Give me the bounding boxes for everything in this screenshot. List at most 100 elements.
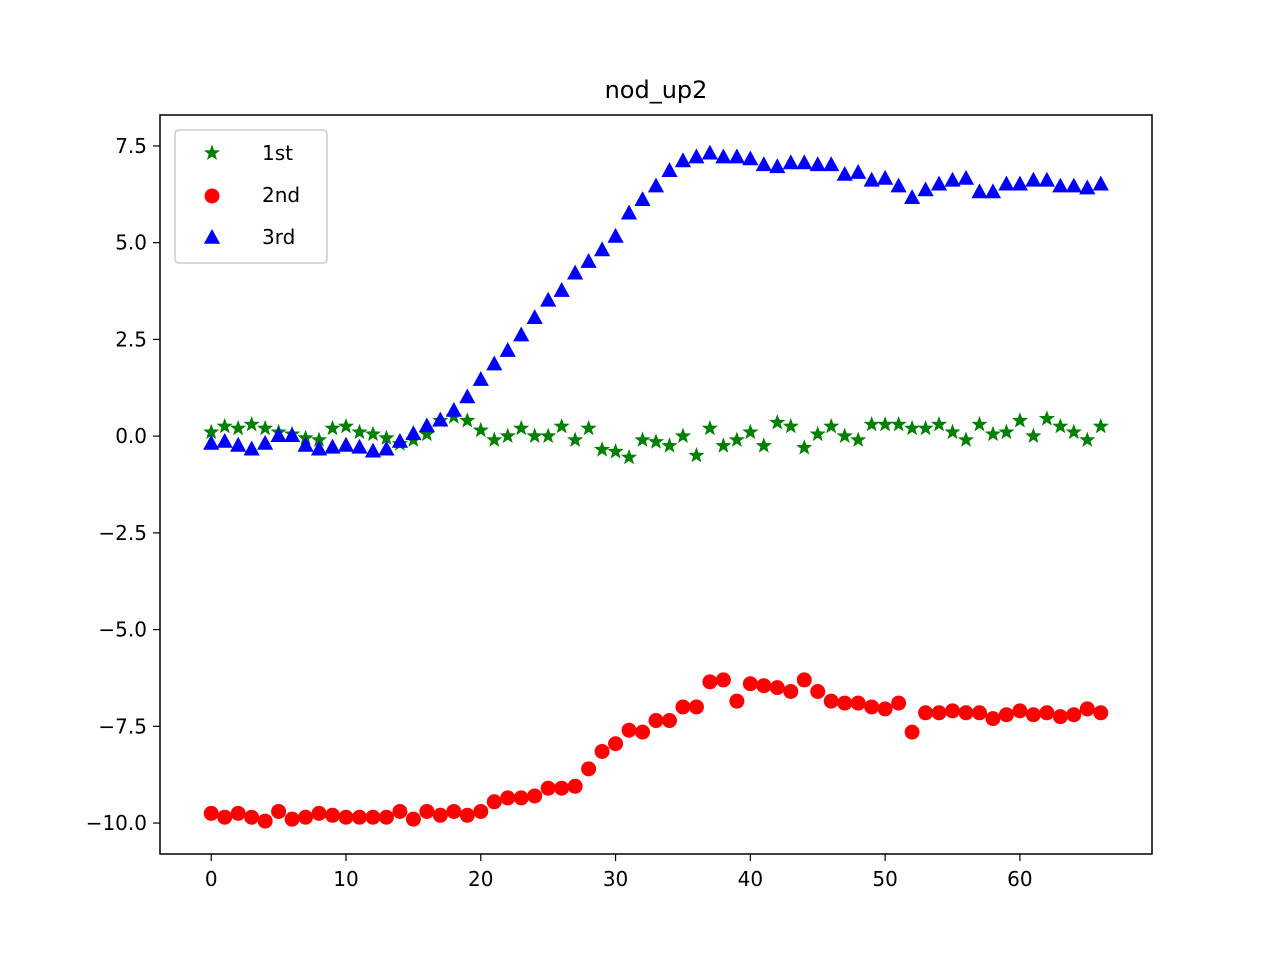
data-point-2nd	[702, 674, 718, 690]
data-point-2nd	[1066, 707, 1082, 723]
data-point-1st	[553, 418, 570, 434]
data-point-1st	[984, 425, 1001, 442]
x-tick-label: 60	[1007, 867, 1032, 891]
data-point-1st	[647, 433, 665, 449]
data-point-1st	[742, 423, 759, 440]
data-point-3rd	[647, 177, 665, 193]
data-point-2nd	[338, 809, 354, 825]
data-point-3rd	[809, 156, 826, 172]
data-point-2nd	[581, 761, 597, 777]
data-point-3rd	[513, 326, 530, 342]
data-point-1st	[809, 425, 826, 442]
data-point-1st	[796, 439, 813, 455]
data-point-1st	[567, 431, 584, 447]
data-point-3rd	[364, 442, 382, 458]
data-point-1st	[728, 431, 745, 447]
data-point-1st	[688, 447, 705, 463]
data-point-1st	[378, 429, 395, 445]
data-point-3rd	[674, 152, 692, 168]
data-point-3rd	[755, 156, 772, 172]
data-point-1st	[526, 427, 543, 443]
data-point-2nd	[931, 705, 947, 721]
data-point-1st	[257, 419, 274, 436]
data-point-1st	[364, 425, 381, 442]
data-point-3rd	[297, 436, 314, 452]
data-point-1st	[782, 418, 799, 434]
data-point-3rd	[243, 440, 260, 456]
data-point-1st	[337, 418, 355, 434]
data-point-3rd	[270, 427, 287, 442]
data-point-1st	[580, 419, 597, 436]
data-point-2nd	[621, 722, 637, 738]
data-point-3rd	[620, 204, 638, 220]
y-tick-label: −10.0	[86, 811, 147, 835]
data-point-3rd	[432, 411, 449, 427]
legend-markers	[203, 144, 221, 244]
data-point-3rd	[998, 175, 1015, 191]
data-point-1st	[769, 414, 786, 430]
data-point-2nd	[257, 813, 273, 829]
data-point-1st	[836, 427, 853, 443]
data-point-2nd	[271, 803, 287, 819]
data-point-1st	[1052, 418, 1069, 434]
data-point-2nd	[311, 805, 327, 821]
data-point-3rd	[540, 291, 557, 307]
legend-marker-2nd	[204, 188, 220, 204]
data-point-3rd	[378, 440, 395, 456]
data-point-1st	[540, 427, 557, 443]
data-point-2nd	[688, 699, 704, 715]
data-point-2nd	[769, 680, 785, 696]
data-point-1st	[1092, 418, 1109, 434]
data-point-2nd	[864, 699, 880, 715]
data-point-2nd	[365, 809, 381, 825]
data-point-3rd	[971, 183, 988, 199]
data-point-2nd	[796, 672, 812, 688]
data-point-2nd	[392, 803, 408, 819]
data-point-2nd	[904, 724, 920, 740]
data-point-2nd	[203, 805, 219, 821]
chart-title: nod_up2	[605, 76, 708, 104]
data-point-2nd	[446, 803, 462, 819]
data-point-1st	[904, 419, 921, 436]
data-point-2nd	[513, 790, 529, 806]
plot-frame	[159, 114, 1153, 855]
data-point-3rd	[310, 440, 328, 456]
data-point-3rd	[944, 171, 961, 187]
data-point-1st	[850, 431, 867, 447]
data-point-1st	[701, 419, 718, 436]
data-point-3rd	[796, 154, 813, 170]
data-point-1st	[243, 416, 260, 432]
data-point-3rd	[391, 432, 408, 448]
data-point-2nd	[1025, 707, 1041, 723]
data-point-3rd	[930, 175, 948, 191]
data-point-2nd	[715, 672, 731, 688]
data-point-3rd	[445, 401, 462, 417]
data-point-2nd	[756, 678, 772, 694]
data-point-1st	[863, 416, 880, 432]
data-point-2nd	[850, 695, 866, 711]
data-point-3rd	[836, 165, 853, 181]
data-point-3rd	[1052, 177, 1069, 193]
data-point-2nd	[217, 809, 233, 825]
data-point-1st	[674, 427, 691, 443]
data-point-2nd	[594, 743, 610, 759]
legend: 1st 2nd 3rd	[174, 129, 328, 264]
data-point-3rd	[957, 169, 975, 185]
data-point-2nd	[918, 705, 934, 721]
y-tick-label: −7.5	[98, 714, 147, 738]
data-point-2nd	[459, 807, 475, 823]
y-tick-label: 0.0	[115, 424, 147, 448]
data-point-3rd	[1011, 175, 1028, 191]
legend-label-1st: 1st	[262, 141, 293, 165]
data-point-2nd	[1079, 701, 1095, 717]
y-tick-label: 7.5	[115, 134, 147, 158]
data-point-1st	[621, 448, 638, 465]
data-point-1st	[715, 437, 732, 453]
legend-label-2nd: 2nd	[262, 183, 300, 207]
data-point-2nd	[945, 703, 961, 719]
data-point-3rd	[324, 438, 341, 454]
x-tick-label: 50	[872, 867, 897, 891]
data-point-3rd	[877, 169, 894, 185]
data-point-3rd	[472, 371, 489, 386]
data-point-1st	[324, 419, 341, 436]
